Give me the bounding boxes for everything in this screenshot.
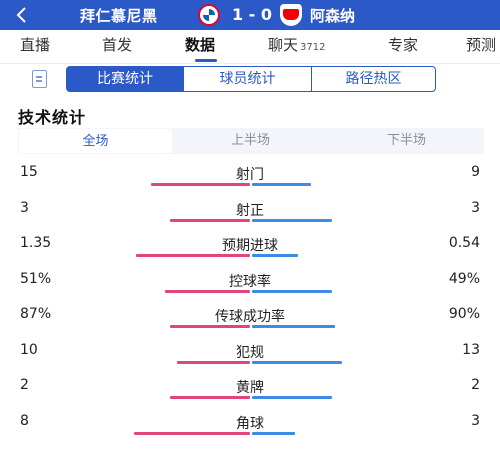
home-stat-value: 1.35 <box>20 235 52 251</box>
stat-row: 3 射正 3 <box>0 200 500 236</box>
stat-name: 预期进球 <box>222 238 278 254</box>
stat-name: 黄牌 <box>236 380 264 396</box>
home-stat-bar <box>165 289 250 293</box>
home-stat-value: 15 <box>20 164 38 180</box>
home-stat-bar <box>151 183 250 186</box>
home-stat-bar <box>134 431 250 435</box>
back-arrow-icon[interactable] <box>14 6 30 24</box>
tab-data[interactable]: 数据 <box>185 36 216 54</box>
stat-name: 犯规 <box>236 344 264 361</box>
chat-count-badge: 3712 <box>300 42 326 53</box>
arsenal-logo-icon[interactable] <box>280 4 302 26</box>
away-stat-value: 3 <box>471 412 480 429</box>
period-first-half[interactable]: 上半场 <box>230 133 270 148</box>
away-stat-bar <box>252 431 295 435</box>
home-stat-value: 87% <box>20 306 52 322</box>
section-title: 技术统计 <box>18 108 87 127</box>
away-stat-value: 9 <box>471 164 480 180</box>
period-switcher: 全场 上半场 下半场 <box>18 128 484 154</box>
away-stat-bar <box>252 360 342 364</box>
home-stat-bar <box>170 396 250 399</box>
subtab-match-stats[interactable]: 比赛统计 <box>66 66 184 92</box>
home-stat-bar <box>170 325 250 328</box>
away-stat-bar <box>252 218 332 222</box>
stat-row: 87% 传球成功率 90% <box>0 306 500 342</box>
stat-row: 15 射门 9 <box>0 164 500 200</box>
period-full[interactable]: 全场 <box>18 128 173 154</box>
stat-row: 51% 控球率 49% <box>0 271 500 307</box>
away-stat-bar <box>252 289 332 293</box>
away-team-name[interactable]: 阿森纳 <box>310 7 356 25</box>
tab-chat-label: 聊天 <box>268 36 299 54</box>
home-stat-bar <box>136 254 250 257</box>
away-stat-bar <box>252 183 311 186</box>
bayern-logo-icon[interactable] <box>198 4 220 26</box>
stat-row: 8 角球 3 <box>0 413 500 449</box>
home-stat-value: 3 <box>20 199 29 216</box>
subtab-player-stats[interactable]: 球员统计 <box>184 66 312 92</box>
home-stat-value: 2 <box>20 377 29 393</box>
away-stat-bar <box>252 325 335 328</box>
period-second-half[interactable]: 下半场 <box>386 133 426 148</box>
stats-subtabs: 比赛统计 球员统计 路径热区 <box>0 64 500 96</box>
away-stat-value: 49% <box>448 270 480 287</box>
stat-name: 传球成功率 <box>215 309 285 325</box>
stat-name: 射正 <box>236 202 264 219</box>
away-stat-value: 2 <box>471 377 480 393</box>
tab-lineup[interactable]: 首发 <box>102 36 133 54</box>
stat-name: 控球率 <box>229 273 271 290</box>
away-stat-value: 13 <box>462 341 480 358</box>
active-tab-indicator <box>195 59 217 62</box>
tab-live[interactable]: 直播 <box>20 36 51 54</box>
tab-chat[interactable]: 聊天 3712 <box>268 34 325 55</box>
tab-prediction[interactable]: 预测 <box>466 36 497 54</box>
home-stat-value: 51% <box>20 270 52 287</box>
away-stat-bar <box>252 396 332 399</box>
main-tabs: 直播 首发 数据 聊天 3712 专家 预测 <box>0 30 500 64</box>
stat-row: 1.35 预期进球 0.54 <box>0 235 500 271</box>
home-stat-value: 10 <box>20 341 38 358</box>
document-icon[interactable] <box>32 70 47 88</box>
tab-experts[interactable]: 专家 <box>388 36 419 54</box>
subtab-heatmap[interactable]: 路径热区 <box>312 66 436 92</box>
away-stat-bar <box>252 254 298 257</box>
stat-name: 角球 <box>236 415 264 432</box>
away-stat-value: 3 <box>471 199 480 216</box>
home-stat-bar <box>177 360 250 364</box>
match-score: 1 - 0 <box>231 5 273 24</box>
home-stat-bar <box>170 218 250 222</box>
away-stat-value: 0.54 <box>448 235 480 251</box>
match-header: 拜仁慕尼黑 1 - 0 阿森纳 <box>0 0 500 30</box>
stat-row: 2 黄牌 2 <box>0 377 500 413</box>
stat-row: 10 犯规 13 <box>0 342 500 378</box>
stat-name: 射门 <box>236 167 264 183</box>
home-team-name[interactable]: 拜仁慕尼黑 <box>80 7 158 25</box>
home-stat-value: 8 <box>20 412 29 429</box>
away-stat-value: 90% <box>448 306 480 322</box>
